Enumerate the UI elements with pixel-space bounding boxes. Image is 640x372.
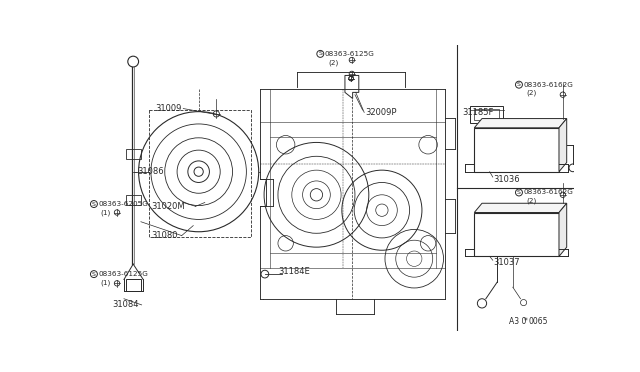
Polygon shape [474,212,559,256]
Text: *: * [524,317,527,326]
Text: S: S [517,82,521,87]
Text: 31036: 31036 [493,175,520,184]
Text: 31009: 31009 [156,104,182,113]
Text: (1): (1) [100,279,110,286]
Text: (1): (1) [100,209,110,216]
Text: 08363-6162G: 08363-6162G [524,82,573,88]
Text: (2): (2) [526,90,536,96]
Text: 08363-6125G: 08363-6125G [325,51,375,57]
Text: 31080: 31080 [151,231,177,240]
Text: S: S [517,190,521,195]
Bar [474,109,499,120]
Text: 31185F: 31185F [463,108,494,117]
Text: A3 0: A3 0 [509,317,526,326]
Text: 32009P: 32009P [365,108,396,117]
Text: 31184E: 31184E [278,267,310,276]
Text: (2): (2) [328,59,339,65]
Circle shape [194,167,204,176]
Bar [470,106,503,123]
Polygon shape [474,203,566,212]
Text: 31084: 31084 [113,301,139,310]
Text: (2): (2) [526,198,536,204]
Text: S: S [318,51,322,57]
Text: 0065: 0065 [528,317,548,326]
Polygon shape [474,128,559,172]
Polygon shape [559,203,566,256]
Text: 08363-6162G: 08363-6162G [524,189,573,195]
Polygon shape [559,119,566,172]
Text: 08363-6205G: 08363-6205G [99,201,148,207]
Text: 08363-6125G: 08363-6125G [99,271,148,277]
Text: 31086: 31086 [137,167,164,176]
Text: S: S [92,272,96,277]
Polygon shape [474,119,566,128]
Text: 31020M: 31020M [151,202,184,211]
Text: S: S [92,202,96,206]
Text: 31037: 31037 [493,258,520,267]
